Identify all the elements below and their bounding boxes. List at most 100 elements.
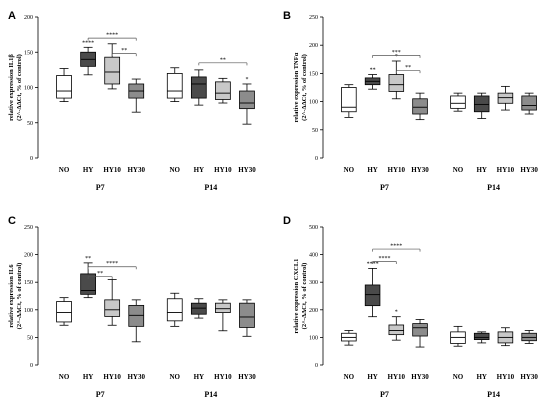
x-tick-label: NO	[59, 166, 70, 174]
x-tick-label: HY30	[411, 166, 429, 174]
box-hy10-p7	[104, 279, 121, 326]
box-body	[239, 90, 255, 110]
x-tick-label: HY	[194, 373, 205, 381]
x-tick-label: NO	[344, 166, 355, 174]
box-hy30-p7	[412, 92, 428, 121]
y-axis-label: relative expression TNFα	[293, 52, 300, 122]
x-tick-label: NO	[344, 373, 355, 381]
significance-star: **	[370, 68, 376, 74]
group-label-p7: P7	[96, 390, 105, 399]
y-tick-label: 50	[312, 128, 318, 134]
box-hy10-p14	[215, 299, 231, 332]
box-hy30-p14	[239, 299, 255, 337]
bracket-label: **	[121, 48, 127, 54]
box-body	[450, 95, 466, 109]
box-hy30-p7	[128, 299, 145, 343]
group-label-p14: P14	[204, 390, 217, 399]
chart-panel-d: D 0 100 200 300 400 500 relative expression CXC…	[283, 215, 538, 399]
box-hy-p14	[473, 92, 490, 119]
box-body	[166, 298, 183, 322]
x-tick-label: NO	[170, 373, 181, 381]
group-label-p7: P7	[380, 183, 389, 192]
box-hy-p7	[80, 46, 96, 76]
y-axis-label: relative expression IL1β	[8, 54, 15, 121]
y-axis-label-units: (2^-ΔΔCt, % of control)	[16, 54, 23, 121]
box-body	[497, 92, 514, 104]
group-label-p14: P14	[487, 390, 500, 399]
box-body	[104, 299, 121, 317]
y-tick-label: 50	[27, 121, 33, 127]
y-tick-label: 100	[24, 86, 33, 92]
group-label-p7: P7	[380, 390, 389, 399]
bracket-label: **	[405, 65, 411, 71]
box-body	[56, 75, 72, 99]
y-tick-label: 100	[24, 308, 33, 314]
x-tick-label: HY10	[388, 166, 406, 174]
x-tick-label: HY30	[127, 166, 145, 174]
box-body	[388, 74, 405, 92]
x-tick-label: HY10	[214, 166, 232, 174]
bracket-label: ****	[106, 261, 118, 267]
significance-star: *	[245, 77, 248, 83]
x-tick-label: HY30	[520, 373, 538, 381]
box-no-p7	[56, 68, 72, 102]
box-no-p14	[450, 325, 466, 347]
significance-star: *	[395, 310, 398, 316]
box-hy10-p14	[497, 85, 514, 111]
box-no-p7	[341, 330, 357, 346]
x-tick-label: HY	[367, 166, 378, 174]
bracket-label: ***	[392, 50, 401, 56]
y-axis-label-units: (2^-ΔΔCt, % of control)	[301, 263, 308, 330]
x-tick-label: HY10	[497, 166, 515, 174]
box-hy10-p7	[388, 60, 405, 100]
box-hy30-p7	[412, 319, 428, 348]
y-tick-label: 150	[24, 50, 33, 56]
y-tick-label: 200	[309, 43, 318, 49]
box-hy30-p14	[521, 92, 537, 115]
y-tick-label: 500	[309, 225, 318, 231]
box-body	[473, 332, 490, 341]
chart-panel-a: A 0 50 100 150 200 relative expression IL1β (2^…	[8, 10, 256, 192]
x-tick-label: NO	[453, 166, 464, 174]
x-tick-label: HY	[83, 166, 94, 174]
box-body	[104, 56, 121, 85]
x-tick-label: HY10	[388, 373, 406, 381]
box-body	[56, 301, 72, 323]
significance-star: ****	[82, 40, 94, 46]
box-body	[412, 98, 428, 115]
box-body	[80, 273, 96, 295]
x-tick-label: HY	[194, 166, 205, 174]
y-tick-label: 0	[30, 363, 33, 369]
x-tick-label: HY30	[238, 373, 256, 381]
y-tick-label: 200	[24, 253, 33, 259]
box-body	[128, 304, 145, 327]
y-tick-label: 100	[309, 100, 318, 106]
box-body	[412, 323, 428, 337]
box-hy30-p7	[128, 78, 145, 113]
x-tick-label: HY	[476, 373, 487, 381]
x-tick-label: HY10	[214, 373, 232, 381]
bracket-label: ****	[378, 256, 390, 262]
box-body	[239, 302, 255, 328]
y-tick-label: 300	[309, 280, 318, 286]
y-axis-label: relative expression CXCL1	[293, 259, 300, 334]
group-label-p14: P14	[204, 183, 217, 192]
x-tick-label: HY30	[520, 166, 538, 174]
y-tick-label: 200	[24, 15, 33, 21]
box-hy-p7	[364, 267, 381, 318]
box-hy10-p7	[388, 316, 405, 341]
box-hy10-p14	[497, 327, 514, 347]
x-tick-label: HY10	[497, 373, 515, 381]
x-tick-label: HY10	[103, 166, 121, 174]
box-hy30-p14	[239, 83, 255, 125]
y-axis-label-units: (2^-ΔΔCt, % of control)	[301, 54, 308, 121]
box-hy30-p14	[521, 330, 537, 344]
panel-letter: A	[8, 10, 16, 22]
box-body	[215, 302, 231, 313]
y-tick-label: 150	[309, 71, 318, 77]
y-tick-label: 0	[30, 156, 33, 162]
panel-letter: C	[8, 215, 16, 227]
x-tick-label: HY30	[411, 373, 429, 381]
bracket-label: ****	[390, 244, 402, 250]
